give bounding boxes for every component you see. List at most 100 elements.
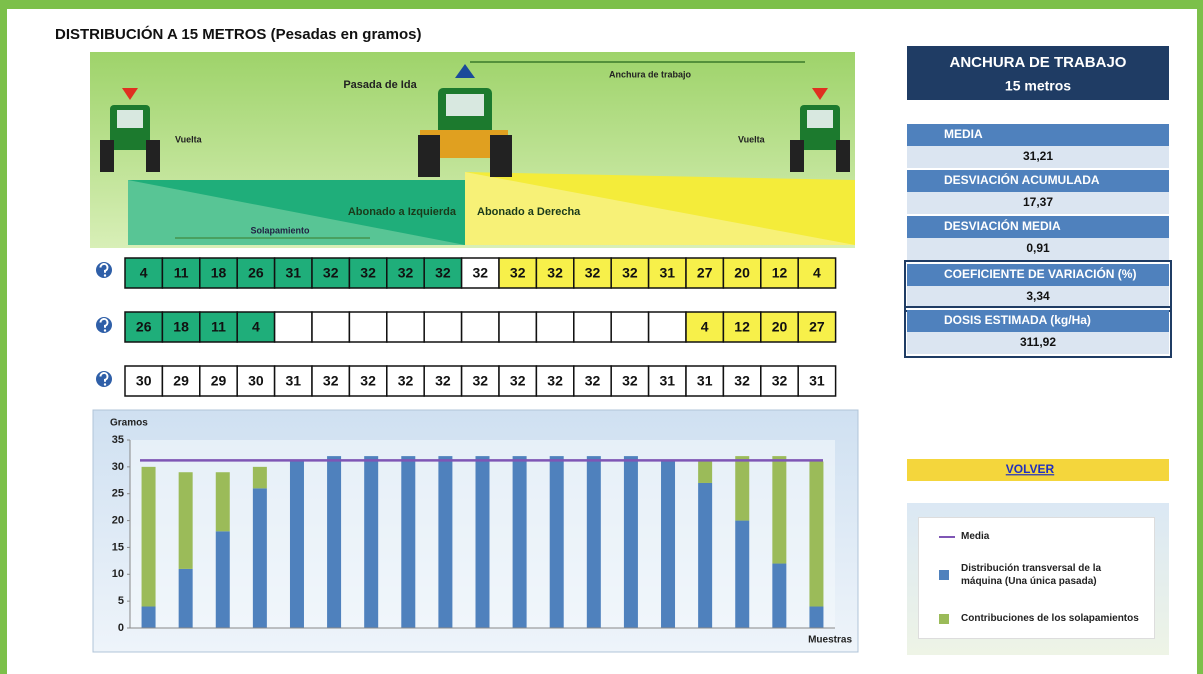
value-cell	[611, 312, 648, 342]
value-cell-text: 29	[173, 373, 189, 389]
value-cell-text: 27	[697, 265, 713, 281]
bar	[698, 461, 712, 482]
value-cell-text: 12	[734, 319, 750, 335]
value-cell-text: 32	[622, 265, 638, 281]
value-cell-text: 32	[585, 265, 601, 281]
bar	[624, 456, 638, 628]
value-cell-text: 11	[211, 319, 226, 335]
help-icon[interactable]	[96, 317, 112, 333]
value-cell-text: 26	[136, 319, 152, 335]
bar	[253, 488, 267, 628]
value-cell-text: 32	[435, 373, 451, 389]
value-cell	[424, 312, 461, 342]
y-tick-label: 30	[112, 461, 124, 473]
help-icon[interactable]	[96, 262, 112, 278]
value-cell-text: 32	[547, 373, 563, 389]
legend: Media Distribución transversal de la máq…	[907, 503, 1169, 655]
bar	[179, 569, 193, 628]
bar	[513, 456, 527, 628]
value-cell-text: 31	[286, 373, 302, 389]
value-cell-text: 26	[248, 265, 264, 281]
value-cell	[387, 312, 424, 342]
value-cell-text: 30	[136, 373, 152, 389]
bar	[364, 456, 378, 628]
y-tick-label: 35	[112, 434, 124, 446]
bar	[735, 521, 749, 628]
value-cell-text: 32	[435, 265, 451, 281]
value-cell-text: 32	[323, 265, 339, 281]
value-cell-text: 32	[473, 373, 489, 389]
bar	[476, 456, 490, 628]
value-cell-text: 32	[398, 265, 414, 281]
stat-label: DESVIACIÓN MEDIA	[944, 218, 1061, 233]
value-cell-text: 18	[211, 265, 227, 281]
value-cell-text: 29	[211, 373, 227, 389]
value-cell	[462, 312, 499, 342]
value-cell-text: 4	[701, 319, 709, 335]
legend-swatch	[939, 614, 949, 624]
value-cell-text: 4	[140, 265, 148, 281]
bar	[698, 483, 712, 628]
value-cell-text: 32	[323, 373, 339, 389]
y-tick-label: 25	[112, 488, 124, 500]
value-cell-text: 31	[697, 373, 713, 389]
stat-value: 31,21	[1023, 149, 1053, 163]
page-title: DISTRIBUCIÓN A 15 METROS (Pesadas en gra…	[55, 25, 421, 43]
back-link[interactable]: VOLVER	[1006, 462, 1055, 476]
value-cell-text: 32	[622, 373, 638, 389]
stat-value: 3,34	[1026, 289, 1050, 303]
bar	[327, 456, 341, 628]
bar	[587, 456, 601, 628]
value-cell-text: 32	[734, 373, 750, 389]
left-label: Abonado a Izquierda	[348, 206, 457, 218]
value-cell	[349, 312, 386, 342]
legend-box: Media Distribución transversal de la máq…	[918, 517, 1155, 639]
y-axis-title: Gramos	[110, 418, 148, 429]
value-cell	[275, 312, 312, 342]
bar	[216, 472, 230, 531]
bar	[550, 456, 564, 628]
help-icon[interactable]	[96, 371, 112, 387]
frame-right	[1197, 0, 1203, 674]
bar	[179, 472, 193, 569]
value-cell-text: 32	[360, 373, 376, 389]
value-cell	[649, 312, 686, 342]
bar	[253, 467, 267, 488]
y-tick-label: 10	[112, 568, 124, 580]
bar	[438, 456, 452, 628]
value-cell	[536, 312, 573, 342]
illustration: Pasada de Ida Anchura de trabajo Vuelta …	[90, 52, 855, 248]
bar	[216, 531, 230, 628]
y-tick-label: 5	[118, 595, 124, 607]
bar	[735, 456, 749, 520]
bar	[290, 461, 304, 628]
y-tick-label: 15	[112, 541, 124, 553]
legend-label: Media	[961, 530, 1141, 543]
bar	[401, 456, 415, 628]
value-cell-text: 31	[286, 265, 302, 281]
value-cell-text: 12	[772, 265, 788, 281]
stat-label: DESVIACIÓN ACUMULADA	[944, 172, 1100, 187]
frame-top	[0, 0, 1203, 9]
bar	[142, 467, 156, 607]
value-cell-text: 20	[772, 319, 788, 335]
panel-header-width: 15 metros	[1005, 78, 1071, 94]
value-cell-text: 4	[252, 319, 260, 335]
value-cell-text: 11	[174, 265, 189, 281]
stat-label: MEDIA	[944, 127, 983, 141]
legend-swatch	[939, 570, 949, 580]
y-tick-label: 0	[118, 622, 124, 634]
value-cell-text: 32	[398, 373, 414, 389]
legend-swatch	[939, 536, 955, 538]
stat-value: 311,92	[1020, 335, 1056, 349]
value-cell-text: 31	[660, 373, 676, 389]
legend-label: Contribuciones de los solapamientos	[961, 612, 1141, 625]
overlap-label: Solapamiento	[250, 225, 310, 235]
value-cell	[499, 312, 536, 342]
y-tick-label: 20	[112, 514, 124, 526]
value-cell-text: 31	[660, 265, 676, 281]
x-axis-title: Muestras	[808, 635, 852, 646]
bar	[661, 461, 675, 628]
pass-label: Pasada de Ida	[343, 79, 417, 91]
